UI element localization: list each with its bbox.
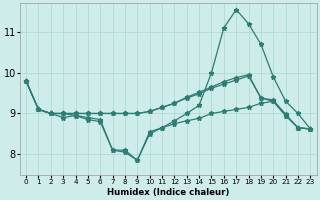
X-axis label: Humidex (Indice chaleur): Humidex (Indice chaleur) — [107, 188, 229, 197]
